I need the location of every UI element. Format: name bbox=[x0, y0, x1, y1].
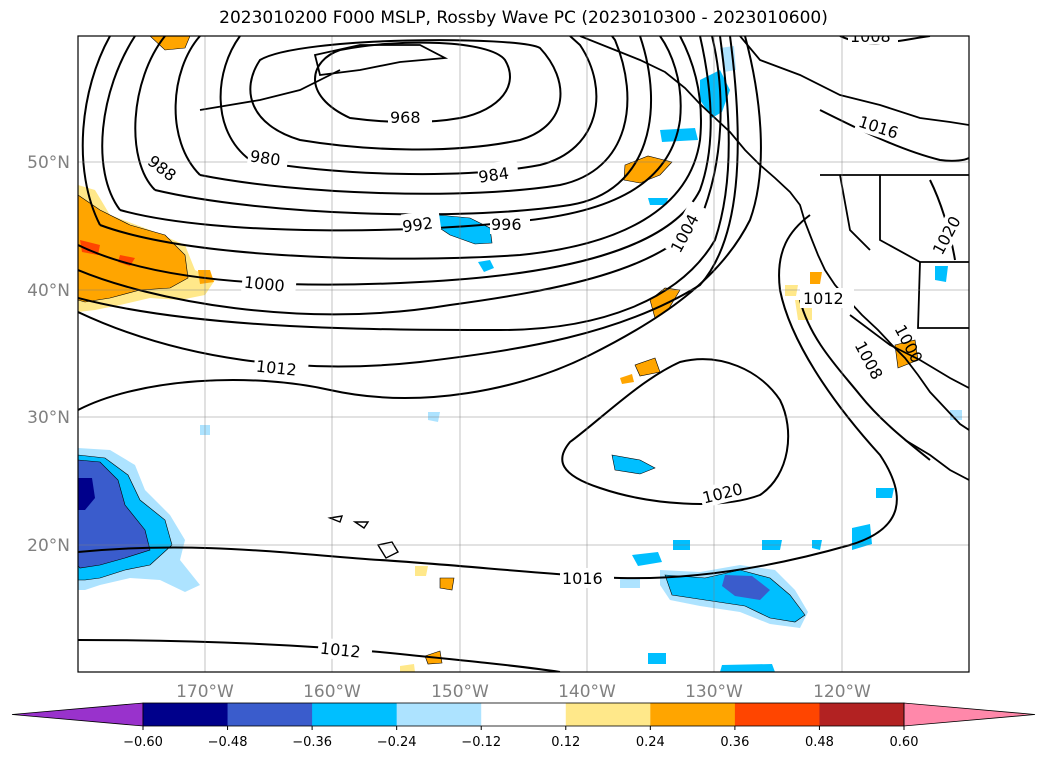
longitude-labels: 170°W 160°W 150°W 140°W 130°W 120°W bbox=[176, 682, 871, 702]
colorbar-segment bbox=[396, 703, 482, 726]
colorbar-extend-high bbox=[903, 702, 1036, 727]
hawaii-islands bbox=[327, 515, 399, 559]
colorbar-extend-low bbox=[11, 702, 144, 727]
colorbar-tick-label: 0.36 bbox=[720, 735, 749, 750]
map-area bbox=[78, 36, 969, 672]
colorbar-tick-label: −0.48 bbox=[208, 735, 248, 750]
coastline bbox=[199, 36, 969, 481]
contour-label-1016: 1016 bbox=[562, 569, 603, 588]
lon-label-120w: 120°W bbox=[813, 682, 871, 702]
lon-label-170w: 170°W bbox=[176, 682, 234, 702]
lat-label-50n: 50°N bbox=[27, 153, 70, 173]
colorbar-segment bbox=[565, 703, 651, 726]
colorbar-tick-label: 0.24 bbox=[636, 735, 665, 750]
lon-label-140w: 140°W bbox=[558, 682, 616, 702]
colorbar-segment bbox=[819, 703, 905, 726]
lon-label-150w: 150°W bbox=[431, 682, 489, 702]
lat-label-20n: 20°N bbox=[27, 536, 70, 556]
map-frame bbox=[77, 35, 970, 673]
lon-label-130w: 130°W bbox=[685, 682, 743, 702]
contour-label-968: 968 bbox=[390, 108, 421, 127]
contour-label-1012-coast: 1012 bbox=[803, 289, 844, 308]
colorbar-segment bbox=[227, 703, 313, 726]
colorbar-segment bbox=[312, 703, 398, 726]
lat-label-30n: 30°N bbox=[27, 408, 70, 428]
colorbar-segment bbox=[143, 703, 229, 726]
contour-label-984: 984 bbox=[477, 164, 510, 187]
contour-label-996: 996 bbox=[491, 215, 522, 234]
contour-label-1012-south: 1012 bbox=[319, 639, 361, 662]
colorbar-tick-label: −0.24 bbox=[377, 735, 417, 750]
latitude-labels: 50°N 40°N 30°N 20°N bbox=[27, 153, 70, 556]
map-title: 2023010200 F000 MSLP, Rossby Wave PC (20… bbox=[219, 8, 828, 28]
colorbar-segment bbox=[650, 703, 736, 726]
colorbar-tick-label: 0.60 bbox=[890, 735, 919, 750]
colorbar-tick-label: −0.36 bbox=[292, 735, 332, 750]
contour-label-980: 980 bbox=[249, 147, 282, 170]
contour-label-1008-top: 1008 bbox=[850, 27, 891, 46]
colorbar-tick-label: 0.48 bbox=[805, 735, 834, 750]
lat-label-40n: 40°N bbox=[27, 281, 70, 301]
colorbar-segment bbox=[734, 703, 820, 726]
colorbar: −0.60 −0.48 −0.36 −0.24 −0.12 0.12 0.24 0.36 0.4… bbox=[11, 702, 1036, 750]
lon-label-160w: 160°W bbox=[303, 682, 361, 702]
colorbar-tick-label: 0.12 bbox=[551, 735, 580, 750]
colorbar-tick-label: −0.12 bbox=[461, 735, 501, 750]
contour-label-1012: 1012 bbox=[255, 357, 297, 380]
contour-label-1000: 1000 bbox=[243, 273, 285, 296]
colorbar-outline bbox=[142, 702, 905, 727]
colorbar-tick-label: −0.60 bbox=[123, 735, 163, 750]
colorbar-segment bbox=[481, 703, 567, 726]
contour-label-992: 992 bbox=[401, 213, 434, 236]
